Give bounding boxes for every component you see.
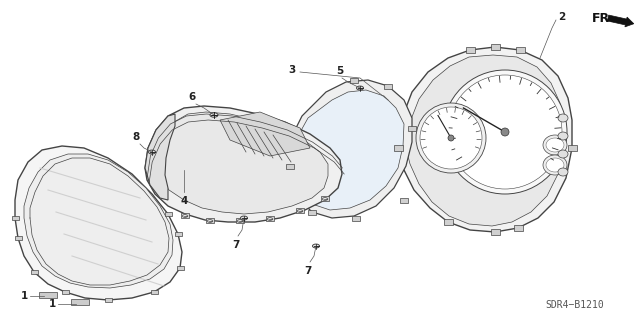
Ellipse shape	[558, 168, 568, 176]
Polygon shape	[308, 210, 316, 214]
Polygon shape	[61, 290, 68, 294]
Polygon shape	[444, 219, 452, 225]
Ellipse shape	[356, 86, 364, 90]
Ellipse shape	[558, 114, 568, 122]
Polygon shape	[352, 216, 360, 220]
Text: 5: 5	[337, 66, 344, 76]
Polygon shape	[394, 145, 403, 151]
Polygon shape	[294, 90, 404, 210]
Text: 3: 3	[289, 65, 296, 75]
Ellipse shape	[148, 150, 156, 154]
Ellipse shape	[501, 128, 509, 136]
Ellipse shape	[312, 244, 319, 248]
Polygon shape	[296, 207, 304, 212]
Ellipse shape	[323, 198, 328, 200]
Text: SDR4−B1210: SDR4−B1210	[545, 300, 604, 310]
Polygon shape	[350, 78, 358, 83]
Polygon shape	[145, 114, 175, 200]
Polygon shape	[266, 216, 274, 220]
Text: FR.: FR.	[592, 11, 615, 25]
Ellipse shape	[546, 158, 564, 172]
Polygon shape	[465, 47, 474, 53]
Polygon shape	[490, 44, 499, 50]
Text: 7: 7	[232, 240, 240, 250]
Polygon shape	[236, 218, 244, 222]
Ellipse shape	[558, 150, 568, 158]
Ellipse shape	[546, 138, 564, 152]
Polygon shape	[490, 229, 499, 235]
Ellipse shape	[543, 135, 567, 155]
Ellipse shape	[298, 210, 303, 212]
Ellipse shape	[543, 155, 567, 175]
Polygon shape	[12, 216, 19, 220]
Text: 1: 1	[49, 299, 56, 309]
Polygon shape	[321, 196, 329, 201]
Ellipse shape	[558, 132, 568, 140]
Ellipse shape	[443, 70, 567, 194]
Polygon shape	[24, 154, 173, 288]
Polygon shape	[31, 270, 38, 274]
Polygon shape	[515, 47, 525, 53]
Ellipse shape	[448, 75, 562, 189]
Polygon shape	[150, 290, 157, 294]
Polygon shape	[206, 218, 214, 222]
Polygon shape	[384, 84, 392, 88]
Text: 4: 4	[180, 196, 188, 206]
Polygon shape	[406, 55, 563, 226]
Polygon shape	[15, 146, 182, 300]
Text: 8: 8	[132, 132, 140, 142]
Ellipse shape	[268, 218, 273, 220]
Polygon shape	[220, 112, 310, 156]
Polygon shape	[398, 47, 572, 232]
Polygon shape	[145, 106, 342, 222]
Polygon shape	[15, 236, 22, 240]
FancyArrow shape	[607, 15, 634, 27]
Polygon shape	[71, 299, 89, 305]
Ellipse shape	[207, 219, 212, 222]
Polygon shape	[104, 298, 111, 302]
Ellipse shape	[420, 107, 482, 169]
Polygon shape	[177, 266, 184, 270]
Polygon shape	[39, 292, 57, 298]
Polygon shape	[513, 225, 522, 231]
Ellipse shape	[182, 215, 188, 217]
Ellipse shape	[210, 113, 218, 117]
Polygon shape	[175, 232, 182, 236]
Ellipse shape	[237, 219, 243, 222]
Text: 7: 7	[304, 266, 312, 276]
Polygon shape	[568, 145, 577, 151]
Ellipse shape	[241, 216, 248, 220]
Polygon shape	[164, 212, 172, 216]
Polygon shape	[288, 80, 412, 218]
Polygon shape	[408, 125, 416, 130]
Polygon shape	[181, 212, 189, 218]
Text: 6: 6	[188, 92, 196, 102]
Text: 2: 2	[558, 12, 565, 22]
Text: 1: 1	[20, 291, 28, 301]
Ellipse shape	[448, 135, 454, 141]
Polygon shape	[400, 197, 408, 203]
Polygon shape	[155, 112, 328, 214]
Polygon shape	[286, 164, 294, 168]
Ellipse shape	[416, 103, 486, 173]
